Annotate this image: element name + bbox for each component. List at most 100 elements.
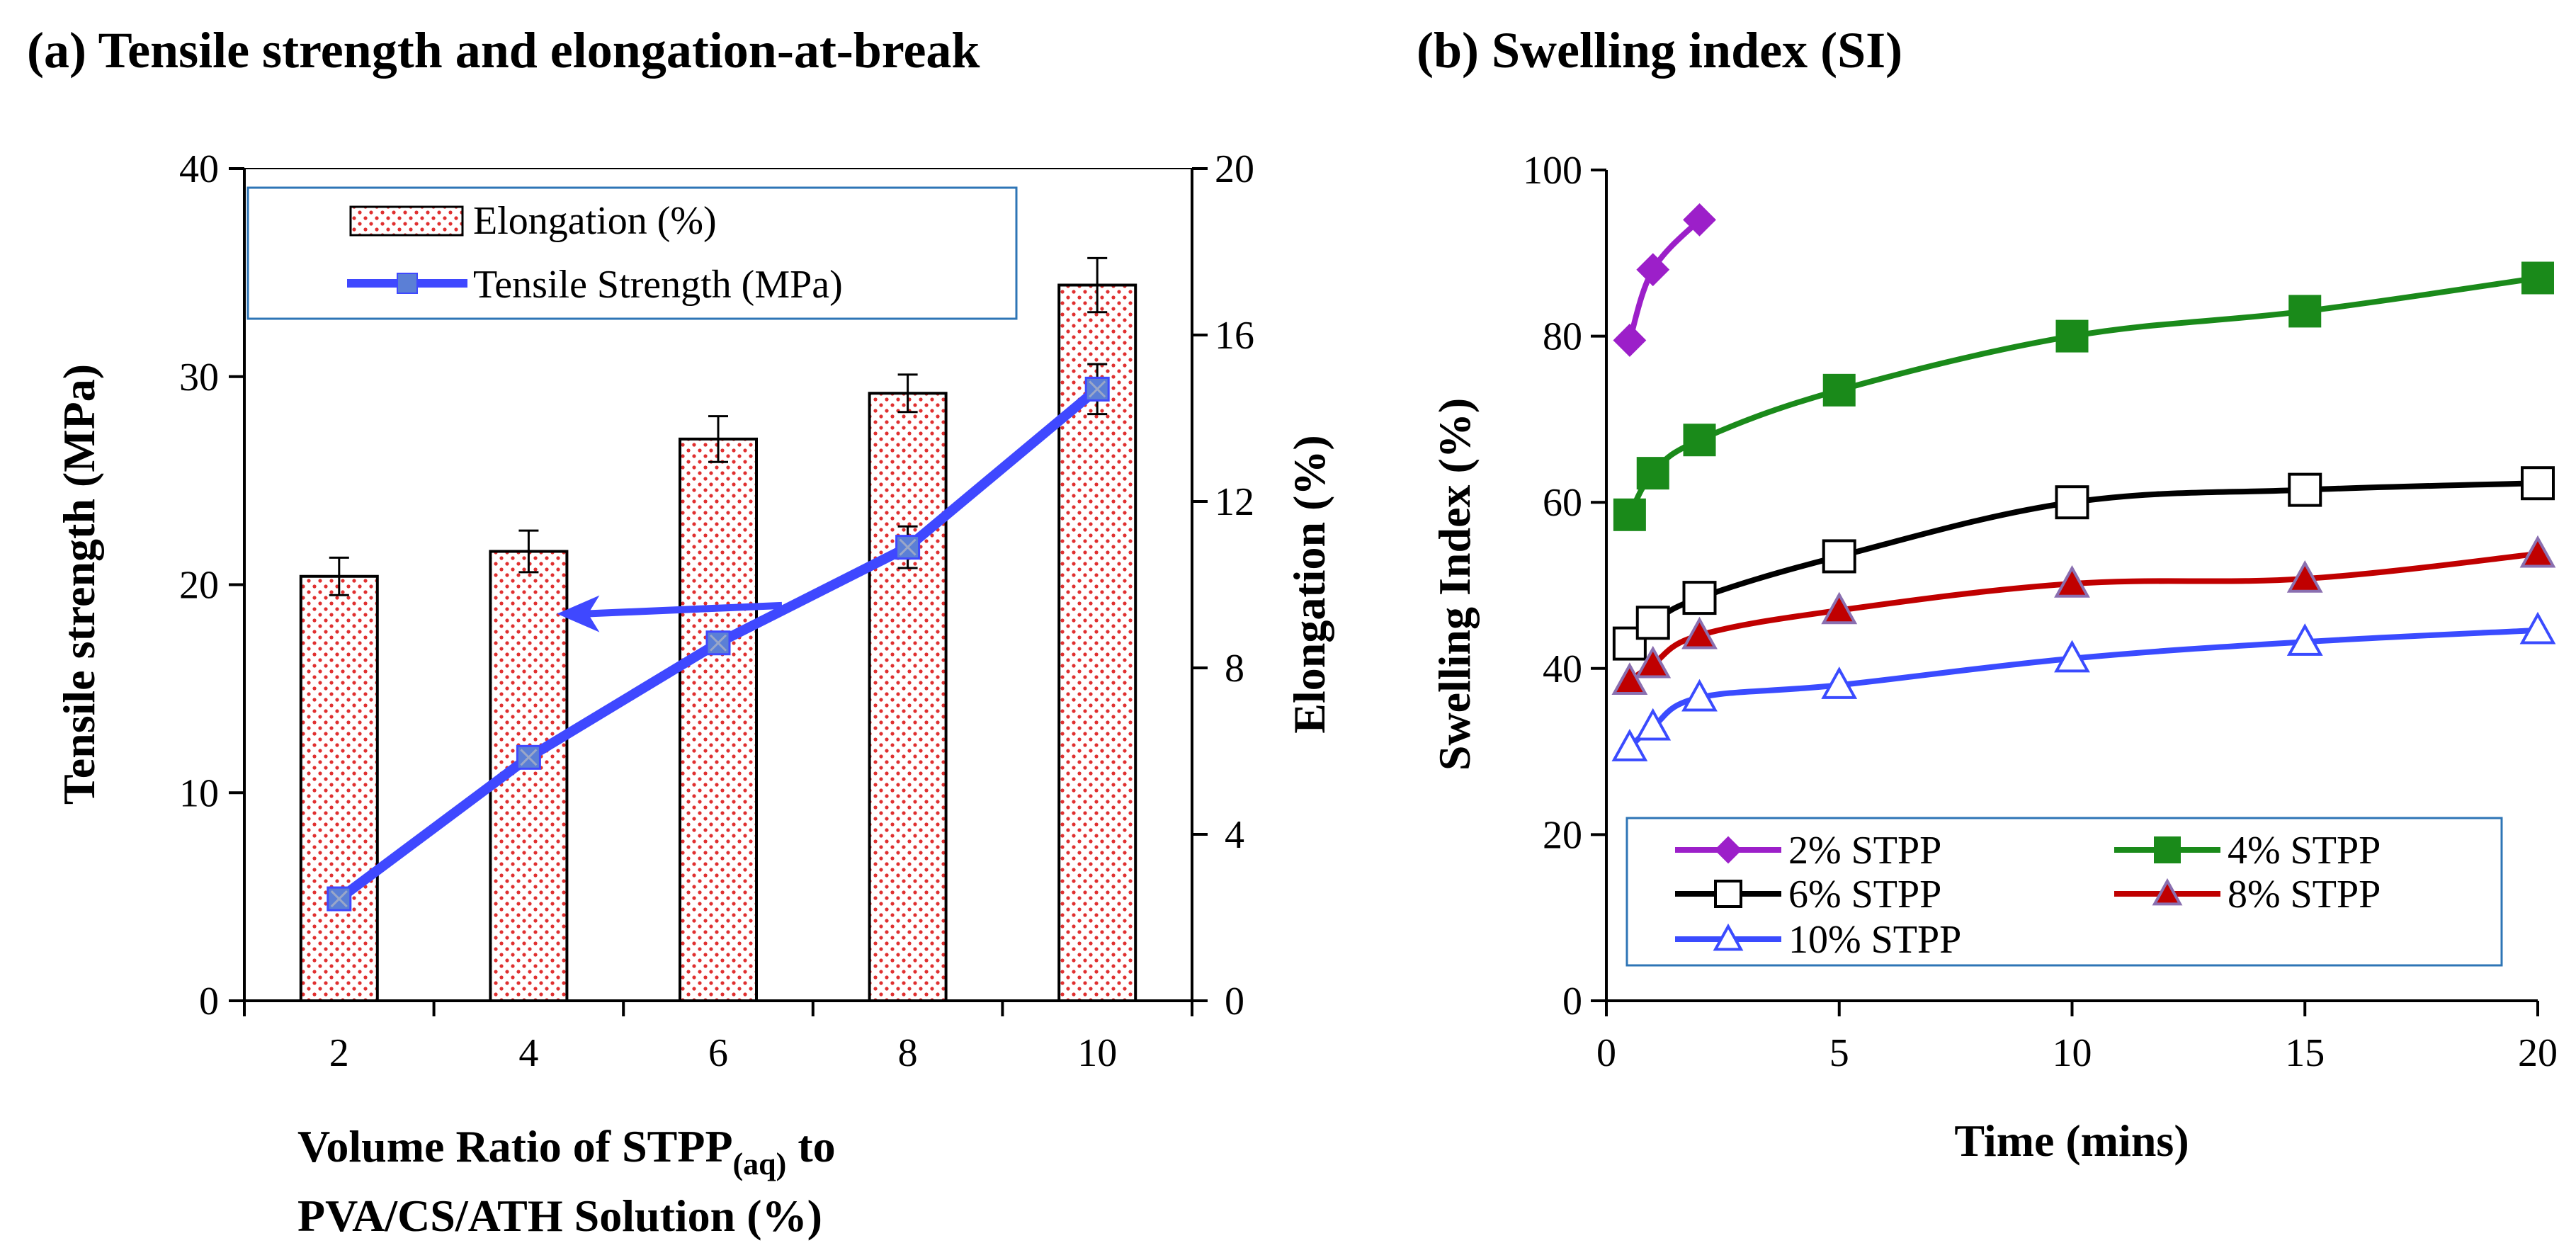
series-point bbox=[2521, 261, 2554, 295]
series-point bbox=[1611, 662, 1648, 695]
legend-a-bar-label: Elongation (%) bbox=[473, 199, 717, 243]
tensile-point-cross bbox=[899, 538, 917, 556]
series-line bbox=[1628, 480, 2538, 646]
legend-b-label: 2% STPP bbox=[1788, 829, 1941, 873]
right-tick-label: 20 bbox=[1215, 147, 1254, 191]
x-tick-label: 4 bbox=[518, 1031, 538, 1075]
series-point bbox=[1821, 591, 1858, 625]
x-axis-label: Volume Ratio of STPP(aq) to bbox=[297, 1121, 836, 1181]
b-x-axis-label: Time (mins) bbox=[1954, 1116, 2189, 1166]
series-point bbox=[1683, 203, 1716, 237]
b-y-tick-label: 40 bbox=[1543, 647, 1582, 691]
series-point bbox=[2288, 472, 2322, 507]
legend-b-label: 10% STPP bbox=[1788, 918, 1961, 962]
right-tick-label: 0 bbox=[1225, 980, 1244, 1023]
left-tick-label: 20 bbox=[179, 564, 219, 608]
tensile-point-cross bbox=[330, 890, 348, 908]
panel-b-title: (b) Swelling index (SI) bbox=[1417, 22, 1902, 79]
panel-a-title: (a) Tensile strength and elongation-at-b… bbox=[27, 22, 980, 79]
series-point bbox=[1635, 708, 1672, 741]
legend-a: Elongation (%) Tensile Strength (MPa) bbox=[246, 186, 1018, 320]
left-tick-label: 30 bbox=[179, 356, 219, 399]
series-point bbox=[2519, 611, 2556, 645]
series-point bbox=[1636, 457, 1669, 490]
series-point bbox=[1635, 606, 1670, 640]
b-x-tick-label: 10 bbox=[2053, 1031, 2092, 1075]
series-point bbox=[1683, 424, 1716, 457]
annotation-arrow-shaft bbox=[585, 601, 783, 618]
legend-b-label: 4% STPP bbox=[2228, 829, 2381, 873]
series-point bbox=[1611, 729, 1648, 761]
annotation-arrow-head bbox=[557, 595, 600, 632]
series-point bbox=[2055, 319, 2089, 353]
legend-b-label: 8% STPP bbox=[2228, 873, 2381, 916]
series-point bbox=[1821, 666, 1858, 699]
b-y-tick-label: 100 bbox=[1523, 149, 1582, 193]
left-tick-label: 0 bbox=[199, 980, 219, 1023]
series-point bbox=[1822, 373, 1856, 407]
tensile-point-cross bbox=[1089, 380, 1106, 398]
b-y-tick-label: 20 bbox=[1543, 813, 1582, 857]
series-point bbox=[2054, 565, 2090, 598]
elongation-bar bbox=[299, 574, 379, 1002]
right-tick-label: 12 bbox=[1215, 480, 1254, 524]
series-line bbox=[1628, 627, 2538, 750]
b-x-tick-label: 5 bbox=[1829, 1031, 1849, 1075]
series-point bbox=[2288, 295, 2322, 328]
x-tick-label: 2 bbox=[329, 1031, 349, 1075]
x-tick-label: 8 bbox=[898, 1031, 918, 1075]
x-axis-label-line2: PVA/CS/ATH Solution (%) bbox=[297, 1191, 822, 1241]
x-tick-label: 6 bbox=[708, 1031, 728, 1075]
series-point bbox=[1822, 539, 1856, 574]
series-point bbox=[2055, 485, 2089, 520]
legend-a-line-marker bbox=[397, 273, 418, 294]
x-axis-label-tail: to bbox=[786, 1121, 835, 1171]
series-point bbox=[1714, 880, 1742, 908]
tensile-point-cross bbox=[709, 634, 727, 652]
series-point bbox=[2521, 466, 2555, 501]
series-point bbox=[2286, 560, 2323, 593]
series-point bbox=[1713, 923, 1744, 951]
right-tick-label: 8 bbox=[1225, 647, 1244, 691]
series-line bbox=[1627, 275, 2538, 516]
series-point bbox=[2152, 878, 2183, 906]
right-tick-label: 4 bbox=[1225, 813, 1244, 857]
series-point bbox=[1682, 581, 1717, 615]
x-axis-label-main: Volume Ratio of STPP bbox=[297, 1121, 733, 1171]
series-point bbox=[1635, 645, 1672, 679]
b-y-tick-label: 0 bbox=[1562, 980, 1582, 1023]
series-point bbox=[1681, 679, 1718, 712]
right-axis-label: Elongation (%) bbox=[1284, 435, 1334, 733]
series-point bbox=[2054, 640, 2090, 673]
b-y-axis-label: Swelling Index (%) bbox=[1429, 398, 1480, 771]
series-point bbox=[1636, 253, 1670, 287]
series-line bbox=[1627, 217, 1702, 341]
right-tick-label: 16 bbox=[1215, 314, 1254, 358]
b-x-tick-label: 20 bbox=[2518, 1031, 2558, 1075]
series-point bbox=[1613, 324, 1647, 357]
series-line bbox=[1628, 550, 2538, 683]
legend-a-bar-swatch bbox=[349, 205, 464, 237]
x-axis-label-sub: (aq) bbox=[733, 1147, 787, 1181]
b-y-tick-label: 80 bbox=[1543, 315, 1582, 359]
b-x-tick-label: 15 bbox=[2285, 1031, 2325, 1075]
series-point bbox=[1681, 616, 1718, 649]
legend-b: 2% STPP 4% STPP 6% STPP 8% STPP 10% STPP bbox=[1625, 817, 2503, 967]
swelling-index-chart: 0 20 40 60 80 100 0 5 10 15 20 Swelling Index (%)… bbox=[1429, 149, 2558, 1166]
left-tick-label: 10 bbox=[179, 771, 219, 815]
b-x-tick-label: 0 bbox=[1596, 1031, 1616, 1075]
legend-a-line-label: Tensile Strength (MPa) bbox=[473, 263, 843, 307]
left-axis-label: Tensile strength (MPa) bbox=[54, 364, 104, 805]
elongation-bar bbox=[868, 392, 948, 1002]
series-point bbox=[2154, 836, 2181, 863]
legend-b-label: 6% STPP bbox=[1788, 873, 1941, 916]
series-point bbox=[1714, 836, 1742, 864]
tensile-point-cross bbox=[520, 749, 538, 766]
series-point bbox=[2286, 623, 2323, 656]
b-y-tick-label: 60 bbox=[1543, 481, 1582, 525]
x-tick-label: 10 bbox=[1077, 1031, 1117, 1075]
elongation-bar bbox=[679, 437, 758, 1002]
left-tick-label: 40 bbox=[179, 147, 219, 191]
